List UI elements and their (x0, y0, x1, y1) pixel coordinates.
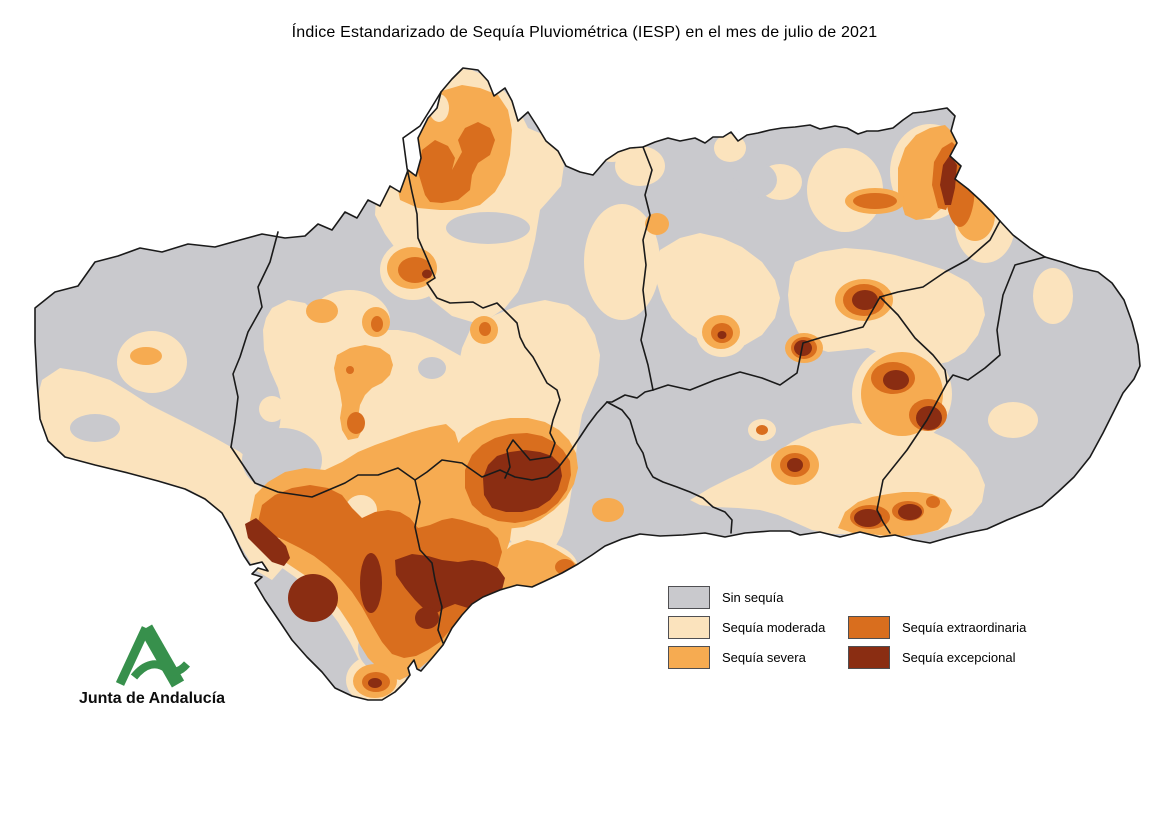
legend: Sin sequía Sequía moderada Sequía extrao… (668, 586, 1026, 669)
legend-label-sequia-moderada: Sequía moderada (722, 620, 826, 635)
region-outline (34, 67, 1141, 701)
legend-swatch-sequia-extraordinaria (848, 616, 890, 639)
legend-swatch-sequia-moderada (668, 616, 710, 639)
legend-label-sequia-severa: Sequía severa (722, 650, 806, 665)
map-title: Índice Estandarizado de Sequía Pluviomét… (291, 24, 878, 41)
province-boundaries (34, 67, 1141, 701)
legend-label-sequia-extraordinaria: Sequía extraordinaria (902, 620, 1027, 635)
legend-swatch-sequia-excepcional (848, 646, 890, 669)
legend-swatch-sin-sequia (668, 586, 710, 609)
legend-label-sin-sequia: Sin sequía (722, 590, 784, 605)
legend-swatch-sequia-severa (668, 646, 710, 669)
junta-andalucia-logo-icon (115, 624, 191, 688)
layer-sequia-excepcional (245, 155, 957, 688)
junta-andalucia-logo-text: Junta de Andalucía (78, 690, 226, 707)
legend-label-sequia-excepcional: Sequía excepcional (902, 650, 1016, 665)
